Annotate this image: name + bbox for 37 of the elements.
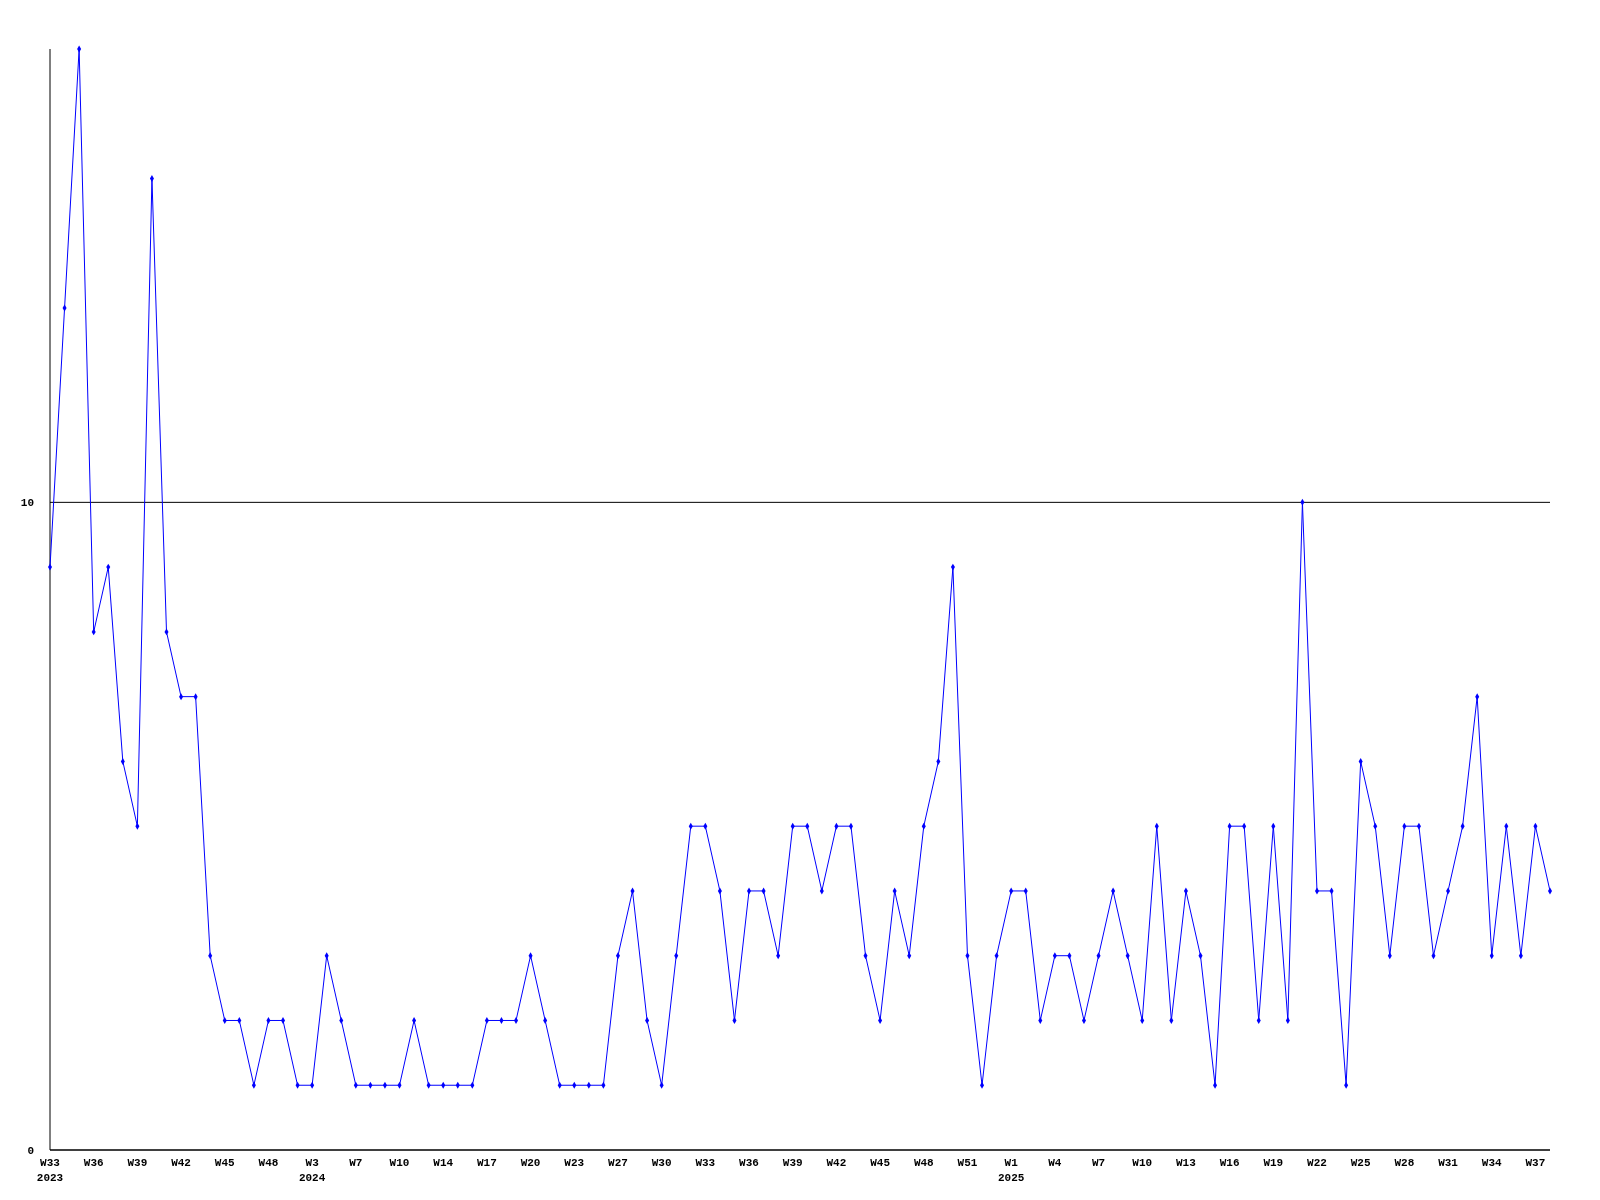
x-tick-label: W23 [564,1157,585,1169]
x-tick-label: W27 [608,1157,628,1169]
x-tick-label: W4 [1048,1157,1062,1169]
x-tick-label: W22 [1307,1157,1327,1169]
x-tick-label: W16 [1219,1157,1240,1169]
x-tick-label: W48 [258,1157,279,1169]
x-tick-label: W10 [389,1157,410,1169]
x-tick-label: W17 [476,1157,497,1169]
x-tick-label: W31 [1438,1157,1459,1169]
x-tick-label: W28 [1394,1157,1415,1169]
x-tick-label: W33 [695,1157,716,1169]
x-tick-label: W39 [782,1157,803,1169]
y-tick-label: 10 [20,497,34,510]
x-tick-label: W34 [1481,1157,1503,1169]
x-tick-label: W36 [83,1157,104,1169]
y-tick-label: 0 [27,1145,34,1157]
x-tick-label: W51 [957,1157,978,1169]
x-tick-label: W3 2024 [298,1157,326,1184]
x-tick-label: W33 2023 [36,1157,64,1184]
x-tick-label: W19 [1263,1157,1284,1169]
x-tick-label: W39 [127,1157,148,1169]
x-tick-label: W45 [214,1157,236,1169]
x-tick-label: W25 [1350,1157,1371,1169]
x-tick-label: W20 [520,1157,541,1169]
x-tick-label: W7 [1091,1157,1106,1169]
x-tick-label: W10 [1132,1157,1153,1169]
x-tick-label: W30 [651,1157,672,1169]
x-tick-label: W37 [1525,1157,1546,1169]
x-tick-label: W1 2025 [997,1157,1025,1184]
x-tick-label: W42 [826,1157,847,1169]
x-tick-label: W13 [1176,1157,1197,1169]
x-tick-label: W36 [739,1157,759,1169]
x-tick-label: W42 [171,1157,191,1169]
x-tick-label: W14 [433,1157,454,1169]
x-tick-label: W7 [349,1157,363,1169]
x-tick-label: W48 [913,1157,935,1169]
x-tick-label: W45 [870,1157,891,1169]
